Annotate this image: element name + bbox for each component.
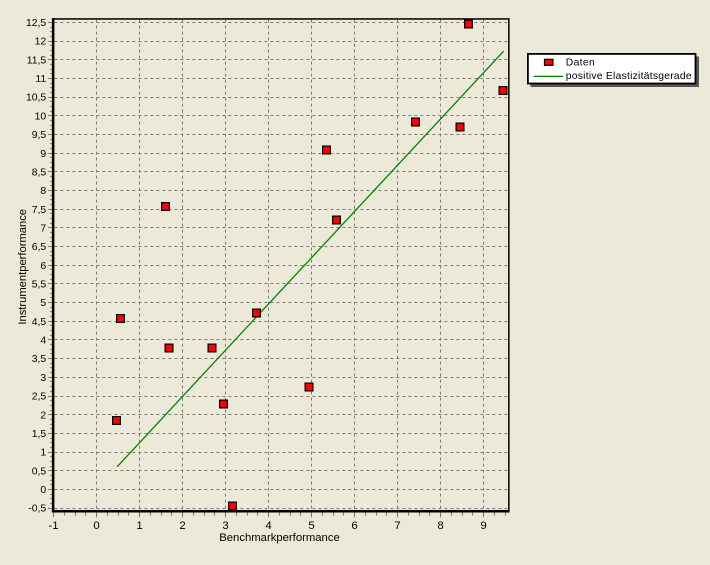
svg-text:1,5: 1,5 [32,429,47,440]
svg-text:3: 3 [222,520,228,532]
svg-text:1: 1 [40,448,46,459]
svg-text:9: 9 [480,520,486,532]
svg-text:9,5: 9,5 [32,130,47,141]
svg-text:0,5: 0,5 [32,466,47,477]
svg-text:8: 8 [437,520,443,532]
svg-text:6,5: 6,5 [32,242,47,253]
svg-text:3: 3 [40,373,46,384]
svg-text:7,5: 7,5 [32,205,47,216]
svg-text:2: 2 [179,520,185,532]
svg-text:12,5: 12,5 [26,18,46,29]
svg-text:2: 2 [40,410,46,421]
svg-text:-1: -1 [49,520,59,532]
svg-text:1: 1 [136,520,142,532]
svg-text:positive Elastizitätsgerade: positive Elastizitätsgerade [566,71,692,82]
svg-text:4,5: 4,5 [32,317,47,328]
svg-text:0: 0 [93,520,99,532]
svg-text:12: 12 [35,37,47,48]
svg-text:6: 6 [40,261,46,272]
svg-text:5,5: 5,5 [32,280,47,291]
svg-text:9: 9 [40,149,46,160]
svg-text:Instrumentperformance: Instrumentperformance [17,209,29,325]
svg-text:3,5: 3,5 [32,354,47,365]
svg-text:10,5: 10,5 [26,93,46,104]
svg-text:-0,5: -0,5 [28,504,46,515]
svg-text:11: 11 [35,74,46,85]
svg-text:5: 5 [40,298,46,309]
svg-text:2,5: 2,5 [32,392,47,403]
svg-text:7: 7 [40,224,46,235]
svg-text:6: 6 [351,520,357,532]
svg-text:4: 4 [265,520,271,532]
svg-text:Benchmarkperformance: Benchmarkperformance [219,532,340,544]
svg-text:0: 0 [40,485,46,496]
svg-text:5: 5 [308,520,314,532]
svg-text:8,5: 8,5 [32,167,47,178]
svg-text:4: 4 [40,336,46,347]
svg-text:10: 10 [35,111,47,122]
svg-text:7: 7 [394,520,400,532]
svg-text:8: 8 [40,186,46,197]
svg-text:11,5: 11,5 [27,55,47,66]
svg-text:Daten: Daten [566,57,595,68]
